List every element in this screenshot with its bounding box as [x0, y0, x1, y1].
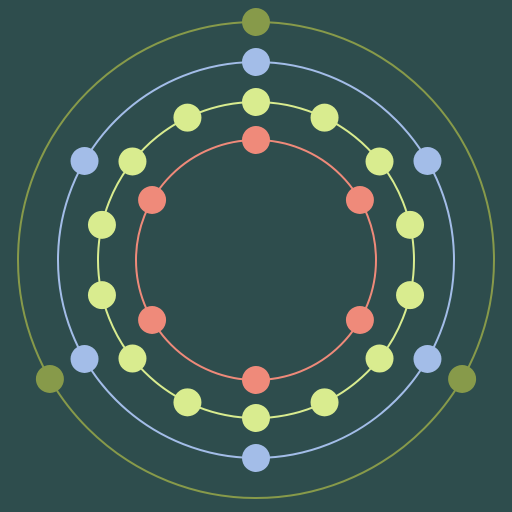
inner-ring-dot — [138, 186, 167, 214]
third-ring-dot — [396, 281, 425, 310]
third-ring-dot — [242, 88, 270, 116]
third-ring-dot — [118, 344, 147, 373]
second-ring-dot — [70, 345, 99, 373]
third-ring-dot — [87, 210, 116, 239]
third-ring-dot — [173, 388, 202, 417]
third-ring-dot — [242, 404, 270, 432]
inner-ring-dot — [138, 306, 167, 334]
second-ring-dot — [70, 147, 99, 175]
third-ring-dot — [365, 147, 394, 176]
second-ring-dot — [242, 48, 270, 76]
outer-ring-dot — [242, 8, 270, 36]
second-ring-dot — [413, 345, 442, 373]
third-ring-dot — [87, 281, 116, 310]
outer-ring-dot — [35, 365, 64, 393]
inner-ring-dot — [345, 306, 374, 334]
third-ring-dot — [396, 210, 425, 239]
inner-ring-dot — [242, 366, 270, 394]
inner-ring-dot — [242, 126, 270, 154]
third-ring-dot — [118, 147, 147, 176]
third-ring-dot — [310, 103, 339, 132]
second-ring-dot — [242, 444, 270, 472]
outer-ring-dot — [448, 365, 477, 393]
third-ring-dot — [310, 388, 339, 417]
third-ring-dot — [365, 344, 394, 373]
third-ring-dot — [173, 103, 202, 132]
rings-layer — [17, 8, 495, 499]
inner-ring-dot — [345, 186, 374, 214]
second-ring-dot — [413, 147, 442, 175]
